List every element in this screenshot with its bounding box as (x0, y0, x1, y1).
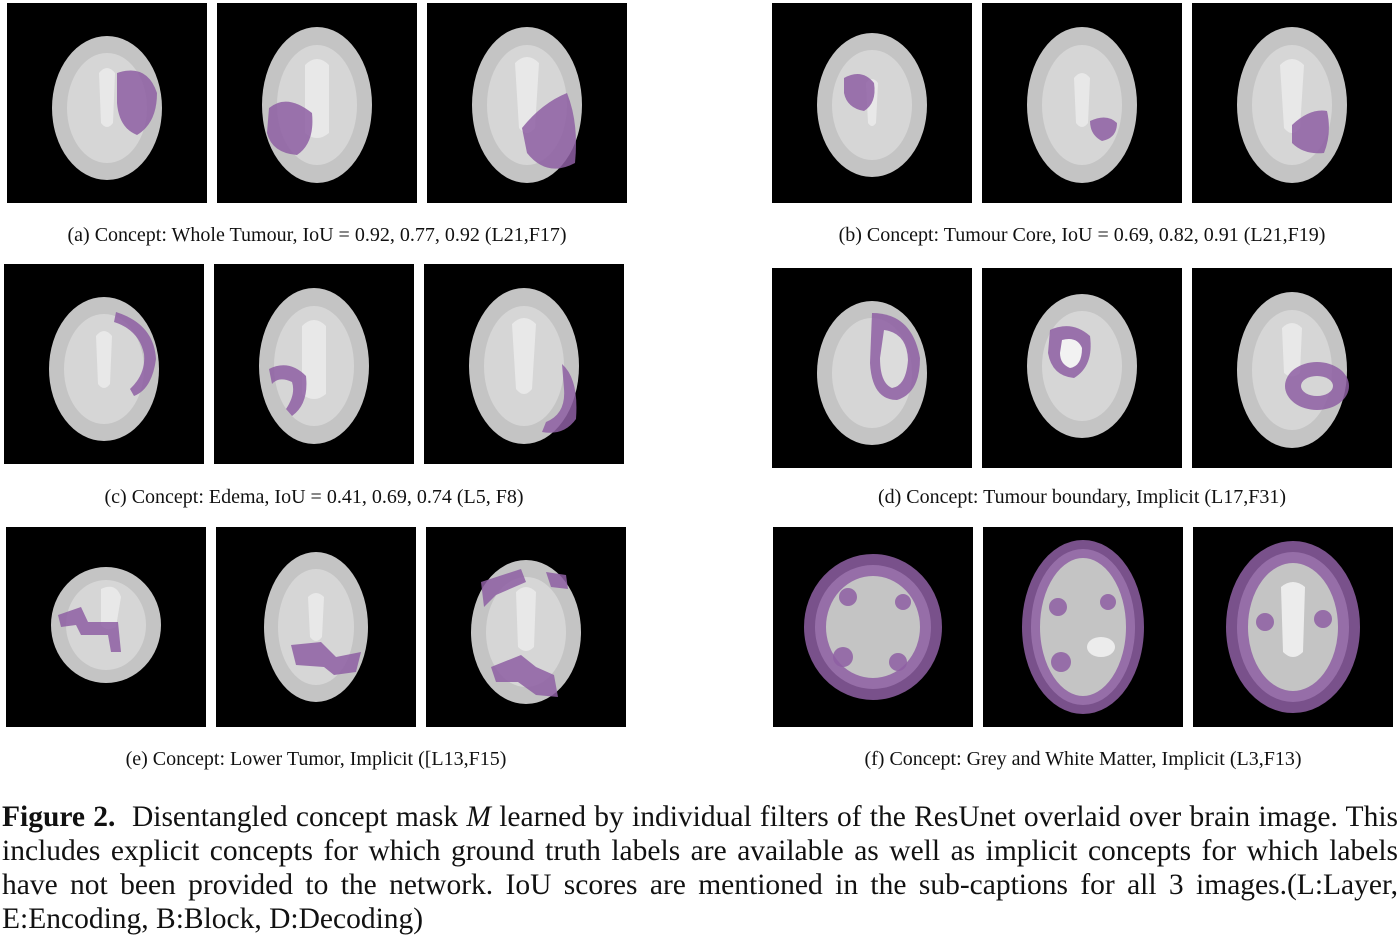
subcaption-c: (c) Concept: Edema, IoU = 0.41, 0.69, 0.… (104, 486, 524, 508)
brain-mri-image (216, 527, 416, 727)
subcaption-f: (f) Concept: Grey and White Matter, Impl… (864, 748, 1302, 770)
subcaption-b: (b) Concept: Tumour Core, IoU = 0.69, 0.… (838, 224, 1326, 246)
caption-text-start: Disentangled concept mask (131, 801, 467, 833)
brain-mri-image (217, 3, 417, 203)
figure-label: Figure 2. (2, 801, 116, 833)
figure-caption: Figure 2. Disentangled concept mask M le… (2, 800, 1398, 936)
brain-mri-image (772, 3, 972, 203)
caption-text-rest: learned by individual filters of the Res… (2, 801, 1399, 935)
subcaption-e: (e) Concept: Lower Tumor, Implicit ([L13… (125, 748, 507, 770)
subcaption-a: (a) Concept: Whole Tumour, IoU = 0.92, 0… (67, 224, 567, 246)
brain-mri-image (982, 3, 1182, 203)
brain-mri-image (426, 527, 626, 727)
caption-symbol: M (466, 801, 491, 833)
brain-mri-image (7, 3, 207, 203)
brain-mri-image (214, 264, 414, 464)
brain-mri-image (6, 527, 206, 727)
brain-mri-image (4, 264, 204, 464)
brain-mri-image (772, 268, 972, 468)
brain-mri-image (1192, 3, 1392, 203)
brain-mri-image (1193, 527, 1393, 727)
brain-mri-image (983, 527, 1183, 727)
brain-mri-image (424, 264, 624, 464)
brain-mri-image (773, 527, 973, 727)
brain-mri-image (1192, 268, 1392, 468)
brain-mri-image (427, 3, 627, 203)
brain-mri-image (982, 268, 1182, 468)
subcaption-d: (d) Concept: Tumour boundary, Implicit (… (877, 486, 1287, 508)
